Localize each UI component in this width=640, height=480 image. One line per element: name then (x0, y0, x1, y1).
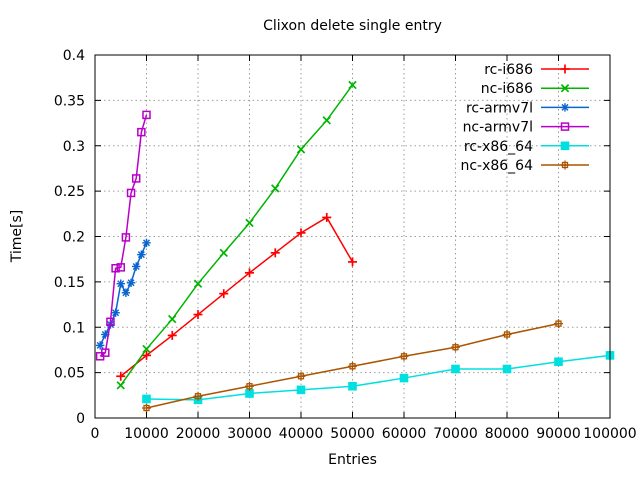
series-rc-armv7l-point-marker (137, 250, 146, 259)
legend-nc-armv7l-marker (560, 122, 570, 131)
legend-rc-armv7l-marker (560, 103, 570, 112)
x-tick-label: 50000 (330, 426, 375, 442)
series-nc-armv7l-point-marker (121, 233, 131, 242)
legend-label-nc-armv7l: nc-armv7l (463, 120, 533, 136)
x-tick-label: 10000 (124, 426, 169, 442)
series-nc-i686-point-marker (142, 344, 151, 354)
y-tick-label: 0.05 (54, 366, 85, 382)
series-line-nc-i686 (120, 84, 354, 386)
series-nc-x86_64-point-marker (142, 403, 151, 413)
series-rc-armv7l-point-marker (116, 279, 125, 288)
legend-label-nc-x86_64: nc-x86_64 (460, 158, 533, 174)
series-nc-i686-point-marker (271, 184, 280, 193)
series-nc-x86_64-point-marker (348, 361, 357, 371)
series-nc-x86_64-point-marker (554, 319, 563, 329)
y-tick-label: 0 (76, 411, 85, 427)
y-tick-label: 0.35 (54, 93, 85, 109)
legend-nc-x86_64-marker (560, 160, 570, 170)
legend-label-rc-armv7l: rc-armv7l (466, 100, 533, 116)
series-nc-armv7l-point-marker (111, 264, 120, 273)
series-rc-i686-point-marker (193, 310, 203, 320)
legend-label-rc-i686: rc-i686 (484, 62, 533, 78)
series-nc-i686-point-marker (168, 314, 177, 324)
series-nc-i686-point-marker (348, 80, 357, 90)
series-rc-i686-point-marker (142, 350, 151, 360)
series-rc-armv7l-point-marker (142, 238, 151, 248)
series-nc-x86_64-point-marker (451, 342, 460, 352)
series-nc-i686-point-marker (219, 248, 228, 258)
x-tick-label: 0 (91, 426, 100, 442)
series-rc-x86_64-point-marker (451, 364, 460, 374)
series-nc-armv7l-point-marker (101, 348, 110, 357)
series-nc-x86_64-point-marker (502, 330, 512, 340)
series-line-nc-armv7l (99, 114, 148, 357)
series-rc-i686-point-marker (245, 268, 254, 278)
legend-label-rc-x86_64: rc-x86_64 (464, 139, 533, 155)
series-line-rc-x86_64 (146, 354, 611, 401)
series-rc-x86_64-point-marker (502, 364, 512, 374)
legend-rc-x86_64-marker (560, 141, 570, 151)
series-nc-i686-point-marker (193, 279, 203, 288)
series-rc-armv7l-point-marker (121, 288, 131, 297)
x-tick-label: 30000 (227, 426, 272, 442)
series-rc-x86_64-point-marker (245, 389, 254, 398)
series-rc-i686-point-marker (322, 212, 332, 222)
y-tick-label: 0.1 (63, 320, 85, 336)
series-rc-i686-point-marker (296, 228, 306, 238)
series-nc-x86_64-point-marker (399, 351, 409, 361)
series-rc-x86_64-point-marker (142, 394, 151, 404)
x-tick-label: 20000 (176, 426, 221, 442)
series-nc-i686-point-marker (296, 145, 306, 154)
series-rc-armv7l-point-marker (111, 308, 120, 317)
series-nc-i686-point-marker (322, 116, 331, 125)
series-nc-armv7l-point-marker (116, 263, 125, 272)
y-tick-label: 0.3 (63, 139, 85, 155)
x-tick-label: 40000 (279, 426, 324, 442)
series-rc-armv7l-point-marker (132, 262, 141, 271)
x-tick-label: 70000 (433, 426, 478, 442)
legend-label-nc-i686: nc-i686 (481, 81, 533, 97)
series-rc-armv7l-point-marker (126, 278, 136, 287)
series-rc-i686-point-marker (270, 248, 280, 258)
series-rc-armv7l-point-marker (95, 341, 105, 350)
series-rc-x86_64-point-marker (399, 373, 409, 383)
series-rc-i686-point-marker (219, 289, 229, 299)
series-nc-armv7l-point-marker (126, 188, 136, 198)
series-nc-x86_64-point-marker (296, 371, 306, 381)
series-rc-i686-point-marker (167, 330, 177, 340)
series-rc-i686-point-marker (348, 257, 357, 267)
series-nc-x86_64-point-marker (245, 381, 254, 391)
series-nc-armv7l-point-marker (106, 317, 115, 327)
series-rc-x86_64-point-marker (554, 357, 563, 367)
series-nc-armv7l-point-marker (131, 174, 141, 183)
chart-title: Clixon delete single entry (263, 18, 442, 34)
x-tick-label: 60000 (382, 426, 427, 442)
x-axis-label: Entries (328, 452, 377, 468)
series-nc-armv7l-point-marker (137, 127, 146, 137)
series-nc-i686-point-marker (245, 218, 254, 228)
y-tick-label: 0.2 (63, 230, 85, 246)
series-rc-x86_64-point-marker (296, 385, 306, 395)
x-tick-label: 80000 (485, 426, 530, 442)
series-nc-x86_64-point-marker (193, 391, 203, 401)
series-nc-i686-point-marker (116, 381, 125, 390)
series-rc-x86_64-point-marker (348, 381, 357, 391)
y-tick-label: 0.15 (54, 275, 85, 291)
x-tick-label: 90000 (536, 426, 581, 442)
series-rc-i686-point-marker (116, 371, 126, 381)
y-tick-label: 0.4 (63, 48, 85, 64)
x-tick-label: 100000 (583, 426, 636, 442)
series-line-rc-i686 (120, 216, 354, 377)
y-tick-label: 0.25 (54, 184, 85, 200)
series-line-rc-armv7l (99, 242, 148, 346)
legend-nc-i686-marker (560, 83, 570, 93)
series-nc-armv7l-point-marker (142, 110, 151, 120)
legend-rc-i686-marker (560, 64, 570, 74)
